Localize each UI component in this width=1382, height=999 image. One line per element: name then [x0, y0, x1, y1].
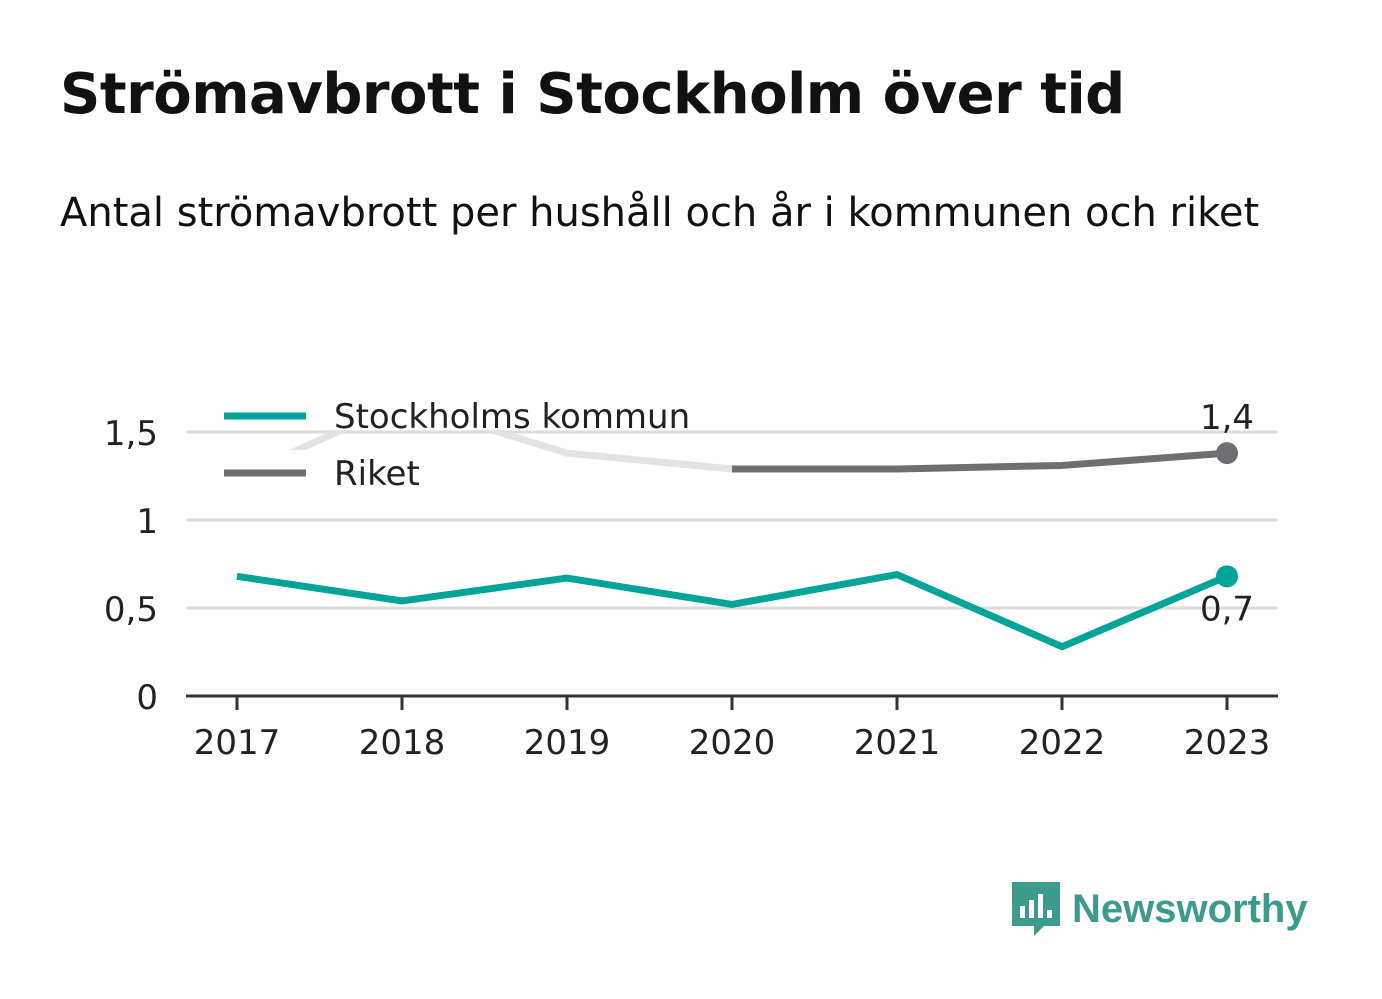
x-tick-label: 2018	[359, 723, 446, 763]
legend: Stockholms kommun Riket	[218, 390, 718, 494]
y-axis-labels: 0 0,5 1 1,5	[104, 414, 158, 718]
end-labels: 1,4 0,7	[1200, 398, 1254, 629]
end-point-riket	[1216, 442, 1238, 465]
y-tick-label: 0	[136, 678, 158, 718]
x-axis: 2017 2018 2019 2020 2021 2022 2023	[186, 694, 1278, 763]
y-tick-label: 0,5	[104, 590, 158, 630]
chart-title: Strömavbrott i Stockholm över tid	[60, 62, 1125, 127]
brand-name: Newsworthy	[1072, 886, 1308, 931]
legend-label: Riket	[334, 454, 420, 494]
series-stockholm-line	[236, 571, 1229, 651]
brand-logo: Newsworthy	[1010, 880, 1308, 938]
legend-item-riket: Riket	[224, 454, 420, 494]
series-lines	[235, 398, 1229, 651]
legend-backing	[218, 390, 718, 430]
x-tick-label: 2020	[689, 723, 776, 763]
legend-item-stockholm: Stockholms kommun	[224, 397, 690, 437]
x-tick-label: 2021	[854, 723, 941, 763]
grid-lines	[186, 430, 1278, 610]
x-tick-label: 2019	[524, 723, 611, 763]
end-point-stockholm	[1216, 565, 1238, 588]
end-label-stockholm: 0,7	[1200, 589, 1254, 629]
chart-subtitle: Antal strömavbrott per hushåll och år i …	[60, 190, 1260, 236]
y-tick-label: 1,5	[104, 414, 158, 454]
series-riket-line	[732, 449, 1228, 473]
x-tick-label: 2022	[1019, 723, 1106, 763]
legend-label: Stockholms kommun	[334, 397, 690, 437]
end-label-riket: 1,4	[1200, 398, 1254, 438]
x-tick-label: 2023	[1184, 723, 1271, 763]
y-tick-label: 1	[136, 502, 158, 542]
newsworthy-logo-icon	[1012, 882, 1060, 936]
line-chart: 2017 2018 2019 2020 2021 2022 2023 0 0,5 1 1,5 St…	[103, 390, 1278, 763]
x-tick-label: 2017	[194, 723, 281, 763]
